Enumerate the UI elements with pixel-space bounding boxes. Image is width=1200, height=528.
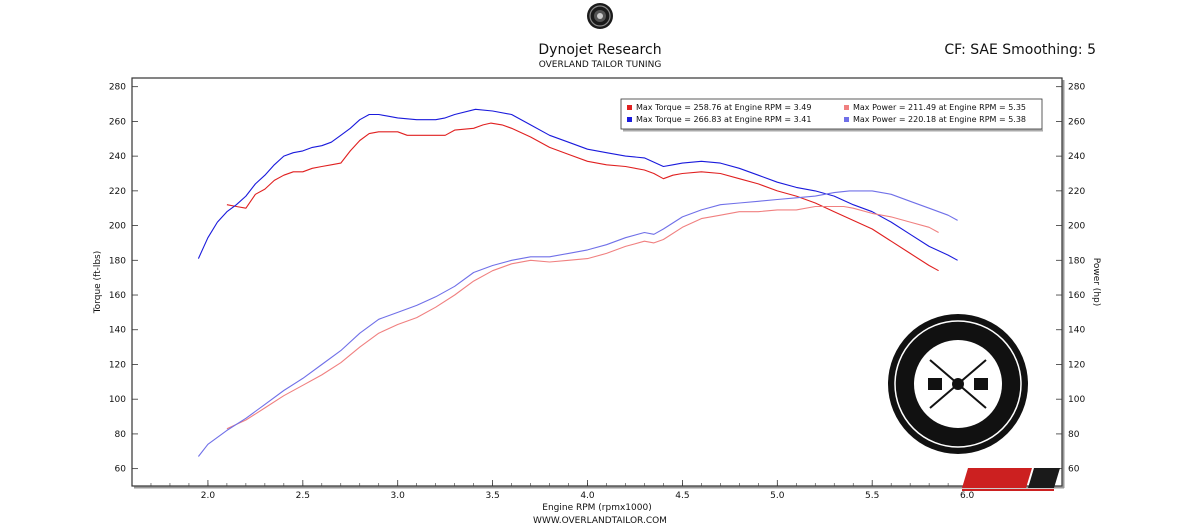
legend-swatch [627,117,632,122]
badge-hub [952,378,964,390]
y-left-tick-label: 260 [109,117,126,127]
x-tick-label: 6.0 [960,491,975,501]
x-tick-label: 4.5 [675,491,689,501]
legend-swatch [627,105,632,110]
dynojet-emblem-icon [586,2,614,30]
chart-subtitle: OVERLAND TAILOR TUNING [538,60,662,70]
y-right-tick-label: 60 [1068,465,1080,475]
series-line-2 [197,108,958,261]
y-right-tick-label: 180 [1068,256,1085,266]
badge-mark-left [928,378,942,390]
dynojet-bar-black [1028,468,1060,488]
y-left-tick-label: 200 [109,222,126,232]
y-right-tick-label: 100 [1068,395,1085,405]
y-left-axis-label: Torque (ft-lbs) [93,251,103,315]
series-line-1 [226,122,939,272]
x-tick-label: 5.0 [770,491,785,501]
correction-factor-label: CF: SAE Smoothing: 5 [944,42,1096,58]
overland-badge-logo [888,314,1028,454]
chart-title: Dynojet Research [538,42,662,58]
legend-entry: Max Power = 211.49 at Engine RPM = 5.35 [853,103,1026,112]
legend-entry: Max Torque = 258.76 at Engine RPM = 3.49 [636,103,811,112]
y-left-tick-label: 120 [109,360,126,370]
x-tick-label: 2.0 [201,491,216,501]
y-left-tick-label: 140 [109,326,126,336]
y-left-tick-label: 280 [109,83,126,93]
legend-box [620,98,1043,130]
badge-ring [894,320,1022,448]
x-tick-label: 5.5 [865,491,879,501]
legend-swatch [844,105,849,110]
y-left-tick-label: 220 [109,187,126,197]
y-right-tick-label: 260 [1068,117,1085,127]
y-left-tick-label: 180 [109,256,126,266]
y-right-tick-label: 120 [1068,360,1085,370]
y-right-tick-label: 80 [1068,430,1080,440]
y-right-tick-label: 140 [1068,326,1085,336]
legend-entry: Max Power = 220.18 at Engine RPM = 5.38 [853,115,1026,124]
dynojet-underline [962,489,1054,491]
series-line-3 [226,205,939,430]
y-right-tick-label: 280 [1068,83,1085,93]
legend-entry: Max Torque = 266.83 at Engine RPM = 3.41 [636,115,811,124]
y-right-axis-label: Power (hp) [1091,258,1101,307]
x-tick-label: 2.5 [296,491,310,501]
x-axis-label: Engine RPM (rpmx1000) [542,503,651,513]
x-tick-label: 4.0 [580,491,595,501]
legend-swatch [844,117,849,122]
y-right-tick-label: 220 [1068,187,1085,197]
y-left-tick-label: 80 [115,430,127,440]
y-right-tick-label: 240 [1068,152,1085,162]
x-tick-label: 3.0 [391,491,406,501]
y-left-tick-label: 100 [109,395,126,405]
y-right-tick-label: 200 [1068,222,1085,232]
footer-url: WWW.OVERLANDTAILOR.COM [533,516,667,526]
dynojet-bar-red [962,468,1032,488]
y-left-tick-label: 240 [109,152,126,162]
x-tick-label: 3.5 [485,491,499,501]
legend: Max Torque = 258.76 at Engine RPM = 3.49… [620,98,1043,132]
series-line-4 [197,190,958,457]
y-right-tick-label: 160 [1068,291,1085,301]
badge-mark-right [974,378,988,390]
dynojet-wordmark-logo [962,468,1060,491]
y-left-tick-label: 60 [115,465,127,475]
y-left-tick-label: 160 [109,291,126,301]
